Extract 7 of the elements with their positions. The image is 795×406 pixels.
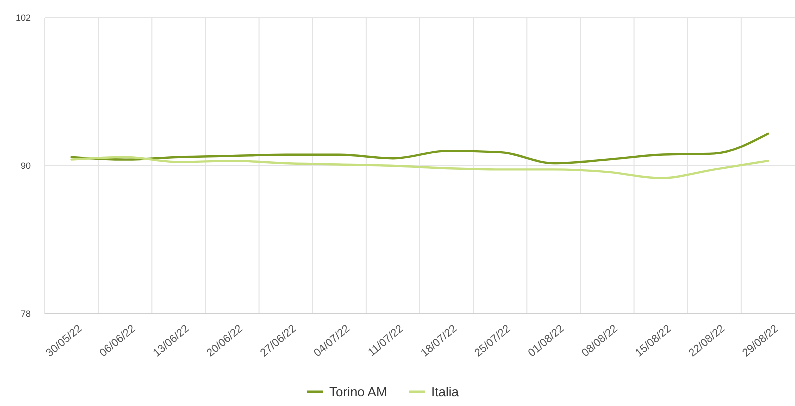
- y-tick-label: 78: [20, 309, 31, 320]
- line-series: [70, 156, 770, 180]
- y-tick-label: 102: [16, 13, 31, 24]
- legend-label: Torino AM: [330, 384, 388, 400]
- legend-label: Italia: [432, 384, 460, 400]
- y-tick-label: 90: [20, 161, 31, 172]
- line-series: [70, 132, 770, 165]
